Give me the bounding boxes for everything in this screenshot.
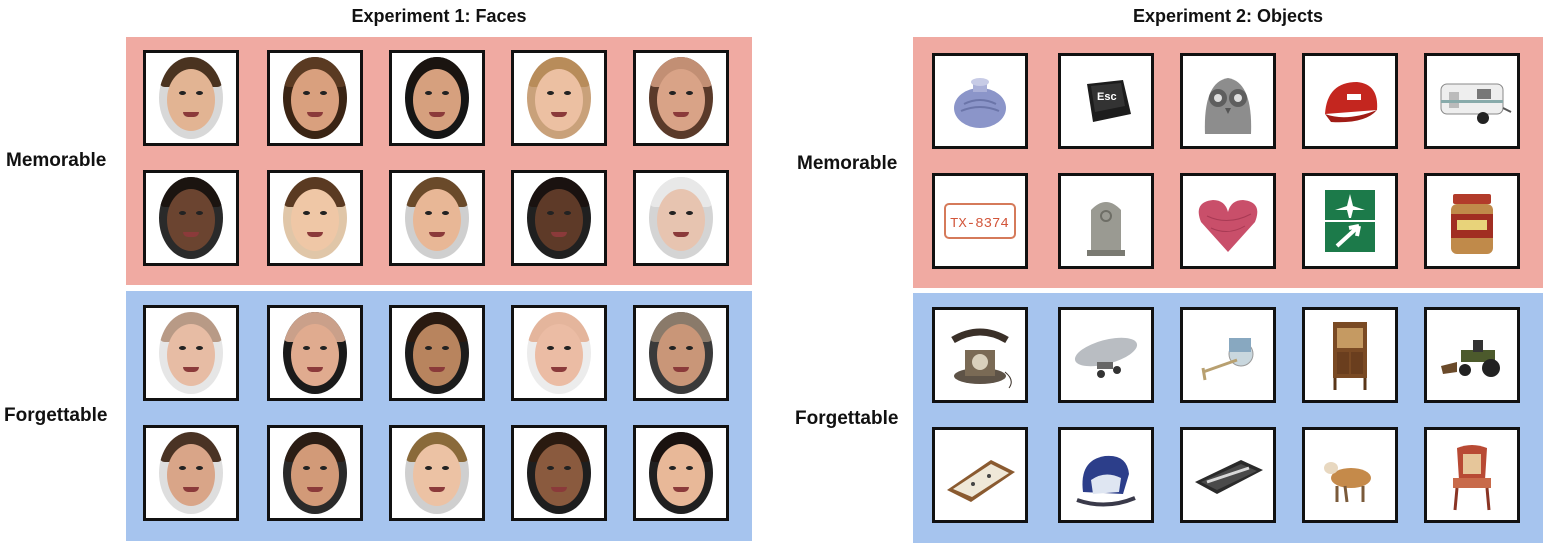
experiment-1-title: Experiment 1: Faces [126,6,752,27]
tombstone-image [1058,173,1154,269]
face-woman-dark-hair-smiling [633,425,729,521]
memorable-label-exp2: Memorable [797,153,897,175]
red-cap-image [1302,53,1398,149]
license-plate-drawing: TX-8374 [935,176,1025,266]
face-oval [283,312,347,394]
face-blonde-woman-frown [511,50,607,146]
face-bald-man-goatee [511,305,607,401]
license-plate-image: TX-8374 [932,173,1028,269]
face-oval [649,177,713,259]
baby-car-seat-image [1058,427,1154,523]
face-elderly-man-white-hair [633,170,729,266]
owl-stone-drawing [1183,56,1273,146]
yarn-heart-image [1180,173,1276,269]
toy-chariot-image [1180,307,1276,403]
face-oval [649,432,713,514]
experiment-2-title: Experiment 2: Objects [913,6,1543,27]
face-man-smiling-shaved [267,305,363,401]
hot-water-bottle-image [932,53,1028,149]
framed-tray-drawing [935,430,1025,520]
peanut-butter-jar-image [1424,173,1520,269]
face-oval [527,312,591,394]
forgettable-label-exp1: Forgettable [4,405,107,427]
face-oval [649,57,713,139]
toy-chariot-drawing [1183,310,1273,400]
face-oval [527,57,591,139]
face-woman-slicked-hair [389,305,485,401]
toy-tractor-drawing [1427,310,1517,400]
forgettable-label-exp2: Forgettable [795,408,898,430]
face-oval [283,432,347,514]
wooden-cabinet-drawing [1305,310,1395,400]
face-young-man-dark-hair [143,50,239,146]
face-woman-dark-hair [389,50,485,146]
face-woman-curly-hair [511,425,607,521]
face-oval [527,432,591,514]
toy-goat-drawing [1305,430,1395,520]
license-plate-text: TX-8374 [950,216,1009,232]
toy-goat-image [1302,427,1398,523]
face-oval [159,57,223,139]
face-oval [649,312,713,394]
ornate-chair-image [1424,427,1520,523]
face-oval [405,177,469,259]
face-man-dark-hair-beard [267,425,363,521]
airport-sign-image [1302,173,1398,269]
face-bearded-man [267,50,363,146]
face-man-plain [143,305,239,401]
memorable-label-exp1: Memorable [6,150,106,172]
airship-toy-image [1058,307,1154,403]
face-oval [405,312,469,394]
trailer-drawing [1427,56,1517,146]
esc-key-image: Esc [1058,53,1154,149]
face-bald-older-man [633,50,729,146]
face-young-man-blond [389,425,485,521]
esc-key-text: Esc [1097,91,1117,103]
framed-tray-image [932,427,1028,523]
face-dark-skinned-woman [511,170,607,266]
hot-water-bottle-drawing [935,56,1025,146]
peanut-butter-jar-drawing [1427,176,1517,266]
tombstone-drawing [1061,176,1151,266]
face-oval [527,177,591,259]
ornate-chair-drawing [1427,430,1517,520]
flute-case-drawing [1183,430,1273,520]
trailer-image [1424,53,1520,149]
face-dark-skinned-man [143,170,239,266]
baby-car-seat-drawing [1061,430,1151,520]
wooden-cabinet-image [1302,307,1398,403]
owl-stone-image [1180,53,1276,149]
antique-telephone-drawing [935,310,1025,400]
flute-case-image [1180,427,1276,523]
face-oval [283,177,347,259]
face-older-man-smiling [633,305,729,401]
yarn-heart-drawing [1183,176,1273,266]
face-young-man-smiling [389,170,485,266]
airship-toy-drawing [1061,310,1151,400]
airport-sign-drawing [1305,176,1395,266]
red-cap-drawing [1305,56,1395,146]
face-oval [283,57,347,139]
toy-tractor-image [1424,307,1520,403]
face-oval [159,432,223,514]
face-oval [159,177,223,259]
antique-telephone-image [932,307,1028,403]
face-oval [405,57,469,139]
face-oval [405,432,469,514]
face-asian-woman-smiling [267,170,363,266]
esc-key-drawing: Esc [1061,56,1151,146]
face-oval [159,312,223,394]
face-man-stubble [143,425,239,521]
